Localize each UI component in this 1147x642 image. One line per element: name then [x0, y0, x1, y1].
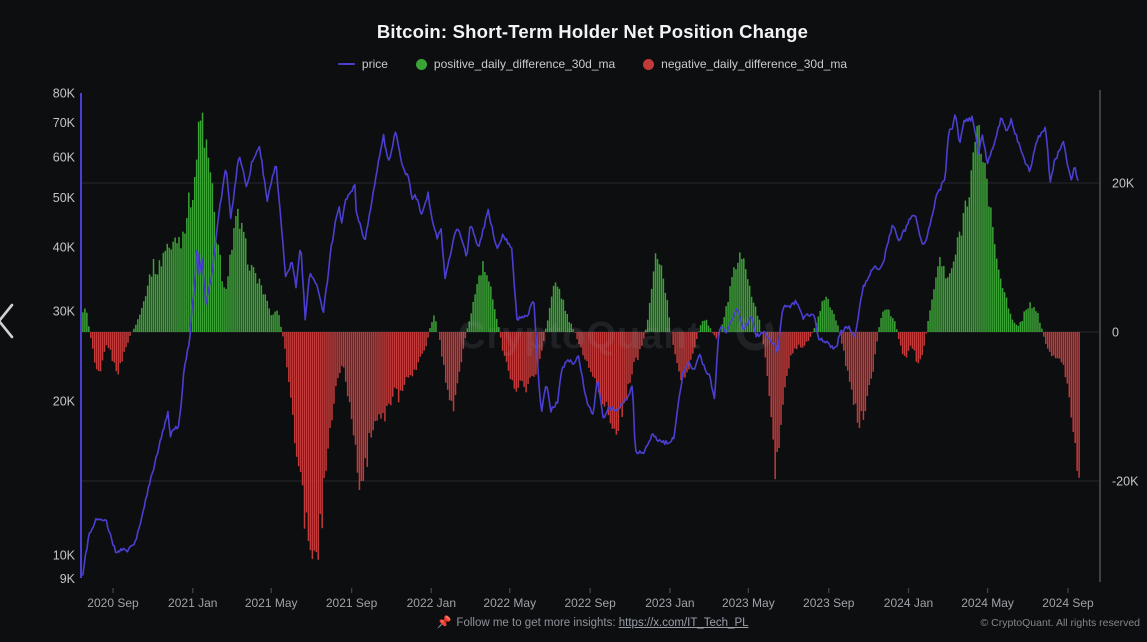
y-axis-right-tick-label: -20K — [1112, 475, 1139, 489]
price-line — [82, 114, 1079, 576]
x-axis-tick-label: 2024 Sep — [1042, 596, 1094, 610]
x-axis-tick-label: 2022 May — [483, 596, 536, 610]
x-axis-tick-label: 2023 May — [722, 596, 775, 610]
legend-label-price: price — [361, 57, 388, 71]
y-axis-left-tick-label: 80K — [53, 87, 76, 101]
x-axis-tick-label: 2023 Sep — [803, 596, 855, 610]
footer-text: Follow me to get more insights: — [456, 617, 619, 629]
x-axis-tick-label: 2021 Jan — [168, 596, 217, 610]
back-chevron-icon[interactable] — [0, 302, 18, 340]
y-axis-right-tick-label: 20K — [1112, 177, 1135, 191]
page-title: Bitcoin: Short-Term Holder Net Position … — [376, 21, 809, 42]
x-axis-tick-label: 2022 Sep — [564, 596, 616, 610]
net-position-bars — [82, 112, 1080, 560]
x-axis-tick-label: 2024 May — [961, 596, 1014, 610]
y-axis-left-tick-label: 70K — [53, 116, 76, 130]
x-axis-tick-label: 2024 Jan — [884, 596, 933, 610]
price-line-swatch — [337, 63, 355, 65]
copyright-text: © CryptoQuant. All rights reserved — [980, 617, 1140, 629]
watermark: CryptoQuant — [458, 315, 701, 357]
y-axis-left-tick-label: 50K — [53, 191, 76, 205]
y-axis-left-tick-label: 20K — [53, 395, 76, 409]
x-axis-tick-label: 2020 Sep — [87, 596, 139, 610]
footer-note: 📌 Follow me to get more insights: https:/… — [0, 615, 1147, 629]
footer-link[interactable]: https://x.com/IT_Tech_PL — [618, 617, 749, 629]
negative-dot-swatch — [643, 58, 655, 70]
watermark-logo-icon — [736, 313, 774, 351]
legend-item-negative[interactable]: negative_daily_difference_30d_ma — [643, 57, 847, 71]
y-axis-left-tick-label: 40K — [53, 241, 76, 255]
positive-dot-swatch — [415, 58, 427, 70]
x-axis-tick-label: 2021 May — [245, 596, 298, 610]
x-axis-tick-label: 2022 Jan — [407, 596, 456, 610]
x-axis-tick-label: 2023 Jan — [645, 596, 694, 610]
pushpin-icon: 📌 — [436, 615, 452, 629]
legend-item-positive[interactable]: positive_daily_difference_30d_ma — [415, 57, 616, 71]
y-axis-left-tick-label: 10K — [53, 549, 76, 563]
chart-legend: price positive_daily_difference_30d_ma n… — [0, 57, 1147, 71]
legend-item-price[interactable]: price — [337, 57, 388, 71]
y-axis-left-tick-label: 60K — [53, 150, 76, 164]
y-axis-left-tick-label: 30K — [53, 304, 76, 318]
legend-label-negative: negative_daily_difference_30d_ma — [661, 57, 848, 71]
y-axis-left-tick-label: 9K — [60, 572, 76, 586]
x-axis-tick-label: 2021 Sep — [326, 596, 378, 610]
y-axis-right-tick-label: 0 — [1112, 326, 1119, 340]
legend-label-positive: positive_daily_difference_30d_ma — [433, 57, 616, 71]
